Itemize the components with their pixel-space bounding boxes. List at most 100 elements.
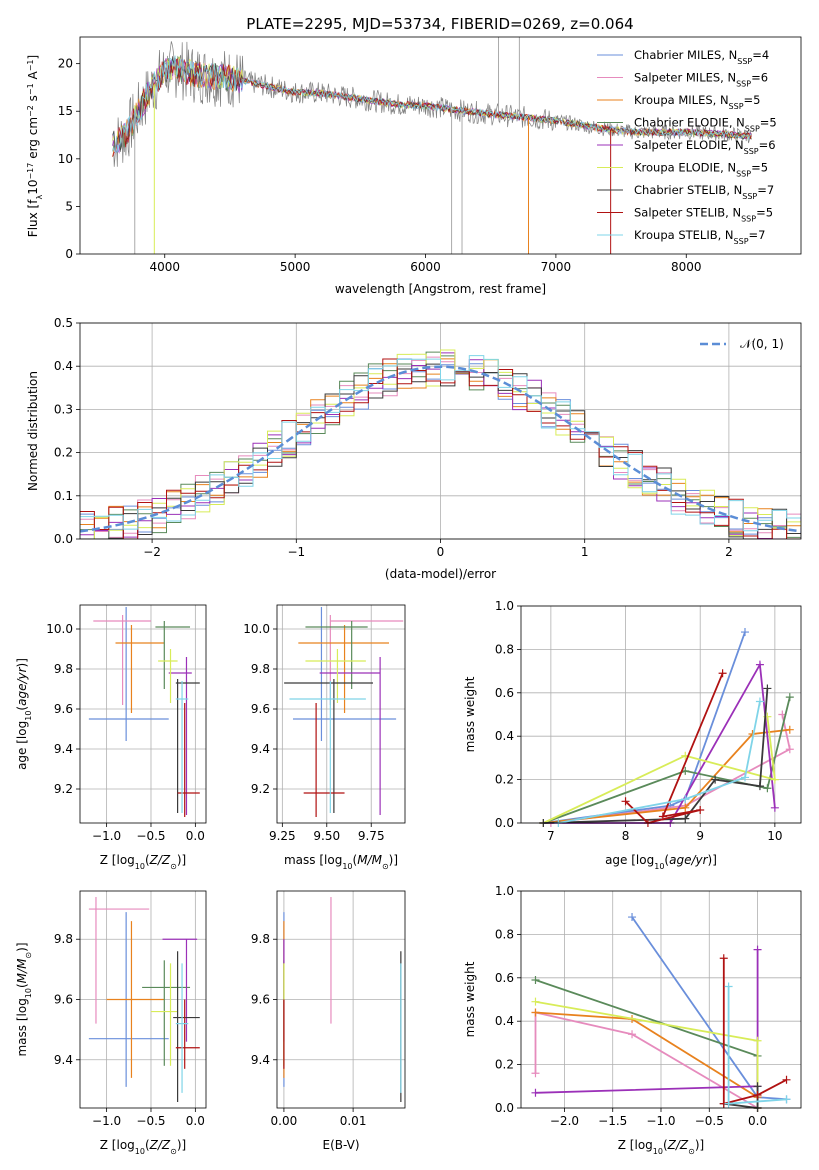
- y-tick-label: 20: [58, 57, 73, 71]
- x-tick-label: −2.0: [550, 1114, 579, 1128]
- y-tick-label: 9.4: [251, 1053, 270, 1067]
- weight-point: [711, 775, 720, 784]
- residuals-panel: −2 −1 0 1 2 0.0 0.1 0.2 0.3 0.4 0.5 (data-model)/er…: [26, 316, 802, 581]
- weight-point: [770, 803, 779, 812]
- y-axis-label: mass weight: [463, 961, 477, 1037]
- legend-entry: Kroupa STELIB, NSSP=7: [634, 228, 765, 246]
- x-tick-label: 1: [581, 545, 589, 559]
- y-axis-label: mass [log10(M/M⊙)]: [15, 942, 33, 1056]
- spectrum-lines: [112, 37, 752, 254]
- legend-entry: Salpeter STELIB, NSSP=5: [634, 206, 773, 224]
- x-tick-label: 0.0: [186, 829, 205, 843]
- plot-frame: [79, 36, 802, 255]
- weight-point: [753, 1036, 762, 1045]
- plot-frame: [79, 890, 207, 1109]
- weight-series-2: [543, 728, 790, 824]
- weight-point: [724, 1099, 733, 1108]
- age-vs-metallicity-panel: −1.0 −0.5 0.0 9.2 9.4 9.6 9.8 10.0 Z [log10(Z/Z⊙…: [15, 604, 207, 871]
- weight-point: [681, 803, 690, 812]
- weight-point: [718, 669, 727, 678]
- x-tick-label: 0: [437, 545, 445, 559]
- weight-point: [763, 684, 772, 693]
- residual-histogram-8: [80, 355, 801, 539]
- weight-series-1: [534, 1011, 759, 1109]
- weight-point: [681, 814, 690, 823]
- spectrum-panel: 4000 5000 6000 7000 8000 0 5 10 15 20 wavelength […: [26, 36, 802, 296]
- x-tick-label: 0.01: [340, 1114, 367, 1128]
- spectrum-y-label: Flux [fλ10−17 erg cm−2 s−1 A−1]: [26, 55, 44, 237]
- x-tick-label: 0.00: [271, 1114, 298, 1128]
- weight-vs-metallicity-panel: −2.0 −1.5 −1.0 −0.5 0.0 0.0 0.2 0.4 0.6 0.8 1.0 Z […: [463, 884, 802, 1156]
- y-tick-label: 9.4: [54, 1053, 73, 1067]
- y-tick-label: 0.3: [54, 402, 73, 416]
- x-tick-label: 0.0: [748, 1114, 767, 1128]
- x-tick-label: −2: [143, 545, 161, 559]
- legend-entry: Kroupa MILES, NSSP=5: [634, 93, 760, 111]
- residual-histogram-6: [80, 363, 801, 539]
- legend-entry: Chabrier MILES, NSSP=4: [634, 48, 769, 66]
- weight-point: [785, 693, 794, 702]
- weight-point: [531, 1008, 540, 1017]
- weight-point: [628, 1030, 637, 1039]
- x-tick-label: 9.50: [313, 829, 340, 843]
- y-tick-label: 9.6: [54, 993, 73, 1007]
- y-tick-label: 9.2: [251, 782, 270, 796]
- x-axis-label: mass [log10(M/M⊙)]: [284, 853, 398, 871]
- weight-point: [741, 628, 749, 637]
- weight-series-7: [722, 958, 787, 1105]
- x-tick-label: −1.0: [92, 829, 121, 843]
- y-tick-label: 9.2: [54, 782, 73, 796]
- y-axis-label: mass weight: [463, 676, 477, 752]
- x-axis-label: Z [log10(Z/Z⊙)]: [100, 853, 186, 871]
- weight-point: [741, 773, 749, 782]
- residual-x-label: (data-model)/error: [385, 567, 496, 581]
- y-axis-label: age [log10(age/yr)]: [15, 658, 33, 770]
- weight-series-5: [543, 716, 776, 824]
- weight-point: [755, 782, 764, 791]
- plot-frame: [276, 604, 406, 824]
- weight-point: [755, 660, 764, 669]
- age-vs-mass-panel: 9.25 9.50 9.75 9.2 9.4 9.6 9.8 10.0 mass [log10(…: [243, 604, 406, 871]
- y-tick-label: 1.0: [495, 599, 514, 613]
- x-tick-label: −1.5: [598, 1114, 627, 1128]
- y-tick-label: 0.4: [495, 1014, 514, 1028]
- y-tick-label: 0.0: [54, 532, 73, 546]
- x-tick-label: 8000: [671, 260, 702, 274]
- y-tick-label: 0: [65, 247, 73, 261]
- x-tick-label: 6000: [410, 260, 441, 274]
- mass-vs-metallicity-panel: −1.0 −0.5 0.0 9.4 9.6 9.8 Z [log10(Z/Z⊙)] mass …: [15, 890, 207, 1156]
- x-tick-label: 4000: [149, 260, 180, 274]
- y-tick-label: 10: [58, 152, 73, 166]
- x-tick-label: 7: [547, 829, 555, 843]
- weight-point: [658, 812, 667, 821]
- y-tick-label: 0.8: [495, 927, 514, 941]
- plot-frame: [520, 605, 802, 824]
- x-tick-label: 5000: [280, 260, 311, 274]
- weight-point: [531, 1088, 540, 1097]
- plot-frame: [79, 322, 802, 540]
- weight-point: [753, 1090, 762, 1099]
- weight-point: [531, 997, 540, 1006]
- x-tick-label: 0.0: [186, 1114, 205, 1128]
- legend-entry: Chabrier STELIB, NSSP=7: [634, 183, 774, 201]
- x-tick-label: 2: [725, 545, 733, 559]
- weight-point: [753, 1082, 762, 1091]
- weight-point: [770, 775, 779, 784]
- plot-frame: [79, 604, 207, 824]
- weight-point: [763, 784, 772, 793]
- x-tick-label: −1: [287, 545, 305, 559]
- y-tick-label: 9.4: [251, 742, 270, 756]
- weight-point: [755, 697, 764, 706]
- weight-point: [753, 945, 762, 954]
- x-tick-label: −0.5: [136, 829, 165, 843]
- y-tick-label: 10.0: [243, 622, 270, 636]
- y-tick-label: 9.8: [251, 932, 270, 946]
- y-tick-label: 10.0: [46, 622, 73, 636]
- weight-series-4: [543, 661, 776, 824]
- y-tick-label: 0.8: [495, 642, 514, 656]
- y-tick-label: 0.2: [495, 773, 514, 787]
- plot-frame: [520, 890, 802, 1109]
- x-tick-label: −1.0: [92, 1114, 121, 1128]
- residual-y-label: Normed distribution: [26, 371, 40, 491]
